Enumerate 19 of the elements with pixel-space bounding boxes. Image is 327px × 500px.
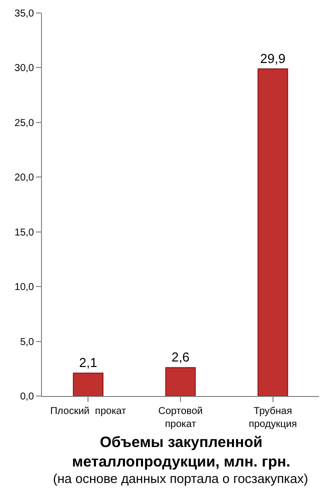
data-label: 2,6: [171, 350, 190, 365]
y-tick-label: 10,0: [14, 282, 34, 294]
y-tick-label: 5,0: [20, 336, 34, 348]
data-label: 2,1: [79, 355, 98, 370]
y-tick-label: 30,0: [14, 63, 34, 74]
x-tick-label: Сортовой прокат: [158, 406, 203, 430]
bar: [165, 367, 196, 396]
x-tick-label: Трубная продукция: [248, 406, 297, 430]
text: (на основе данных портала о госзакупках): [53, 471, 308, 486]
data-label: 29,9: [260, 50, 286, 66]
bar: [72, 372, 104, 396]
y-tick-label: 20,0: [14, 172, 34, 184]
bar: [258, 68, 288, 396]
text: Объемы закупленной металлопродукции, млн. грн.: [72, 434, 290, 470]
y-tick-label: 0,0: [20, 392, 34, 403]
x-tick-label: Плоский прокат: [50, 406, 127, 418]
y-tick-label: 25,0: [14, 118, 34, 129]
y-tick-label: 35,0: [14, 8, 34, 20]
y-tick-label: 15,0: [14, 227, 34, 238]
